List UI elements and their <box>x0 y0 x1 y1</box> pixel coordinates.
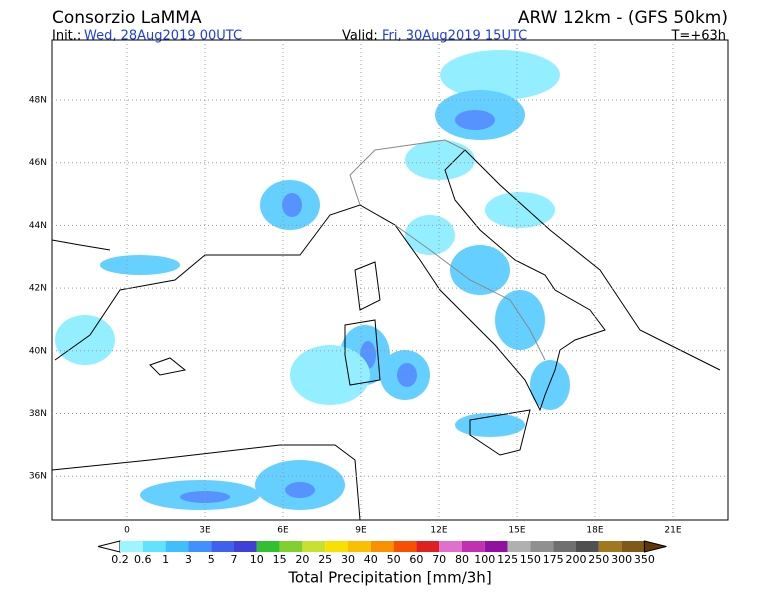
colorbar-box <box>256 541 280 552</box>
colorbar-box <box>325 541 348 552</box>
colorbar-label: 25 <box>318 553 332 566</box>
colorbar-box <box>348 541 371 552</box>
colorbar-arrow <box>97 540 121 553</box>
colorbar-label: 80 <box>455 553 469 566</box>
lon-label: 3E <box>199 526 211 536</box>
colorbar-box <box>370 541 394 552</box>
colorbar-box <box>576 541 599 552</box>
colorbar-box <box>142 541 166 552</box>
colorbar-box <box>279 541 303 552</box>
colorbar-arrow <box>643 540 667 553</box>
lon-label: 9E <box>355 526 367 536</box>
colorbar-box <box>120 541 143 552</box>
title: Consorzio LaMMA <box>52 8 202 28</box>
colorbar-label: 60 <box>409 553 423 566</box>
colorbar-label: 40 <box>364 553 378 566</box>
colorbar-label: 30 <box>341 553 355 566</box>
colorbar-label: 350 <box>634 553 655 566</box>
lead: T=+63h <box>670 29 726 44</box>
lon-label: 21E <box>664 526 681 536</box>
colorbar-label: 7 <box>231 553 238 566</box>
colorbar-label: 200 <box>566 553 587 566</box>
lat-label: 42N <box>29 284 47 294</box>
colorbar-label: 20 <box>295 553 309 566</box>
colorbar-box <box>302 541 326 552</box>
colorbar-box <box>621 541 645 552</box>
colorbar-box <box>165 541 189 552</box>
colorbar-label: 175 <box>543 553 564 566</box>
valid: Fri, 30Aug2019 15UTC <box>382 29 527 44</box>
colorbar-label: 1 <box>162 553 169 566</box>
colorbar-label: 150 <box>520 553 541 566</box>
colorbar-box <box>484 541 508 552</box>
precipitation <box>55 50 570 510</box>
colorbar-box <box>234 541 257 552</box>
colorbar-title: Total Precipitation [mm/3h] <box>287 569 491 587</box>
colorbar-label: 10 <box>250 553 264 566</box>
colorbar-label: 5 <box>208 553 215 566</box>
colorbar-box <box>393 541 417 552</box>
colorbar-label: 3 <box>185 553 192 566</box>
colorbar-box <box>462 541 485 552</box>
lat-label: 40N <box>29 346 47 356</box>
colorbar-box <box>211 541 234 552</box>
colorbar-label: 125 <box>497 553 518 566</box>
lat-label: 48N <box>29 96 47 106</box>
valid-label: Valid: <box>342 29 378 44</box>
colorbar-label: 100 <box>474 553 495 566</box>
colorbar-box <box>416 541 440 552</box>
colorbar-box <box>507 541 531 552</box>
model: ARW 12km - (GFS 50km) <box>518 8 728 28</box>
colorbar: 0.2 0.6 1 3 5 7 10 15 20 25 30 40 50 60 70 80 100 125 150 1… <box>97 540 667 566</box>
lon-label: 18E <box>586 526 603 536</box>
colorbar-box <box>530 541 554 552</box>
init: Wed, 28Aug2019 00UTC <box>84 29 242 44</box>
lat-label: 38N <box>29 409 47 419</box>
colorbar-label: 250 <box>588 553 609 566</box>
lon-label: 0 <box>124 526 130 536</box>
colorbar-box <box>188 541 212 552</box>
colorbar-label: 70 <box>432 553 446 566</box>
borders <box>349 139 546 361</box>
colorbar-label: 0.2 <box>111 553 129 566</box>
colorbar-label: 300 <box>611 553 632 566</box>
lon-label: 12E <box>430 526 447 536</box>
colorbar-box <box>598 541 622 552</box>
lat-label: 36N <box>29 472 47 482</box>
lon-label: 15E <box>508 526 525 536</box>
map-frame <box>51 39 729 521</box>
lon-label: 6E <box>277 526 289 536</box>
colorbar-box <box>439 541 462 552</box>
lat-label: 44N <box>29 221 47 231</box>
lat-label: 46N <box>29 158 47 168</box>
colorbar-label: 50 <box>387 553 401 566</box>
colorbar-label: 15 <box>273 553 287 566</box>
colorbar-box <box>553 541 576 552</box>
init-label: Init.: <box>52 29 81 44</box>
colorbar-label: 0.6 <box>134 553 152 566</box>
coastlines <box>51 149 721 521</box>
